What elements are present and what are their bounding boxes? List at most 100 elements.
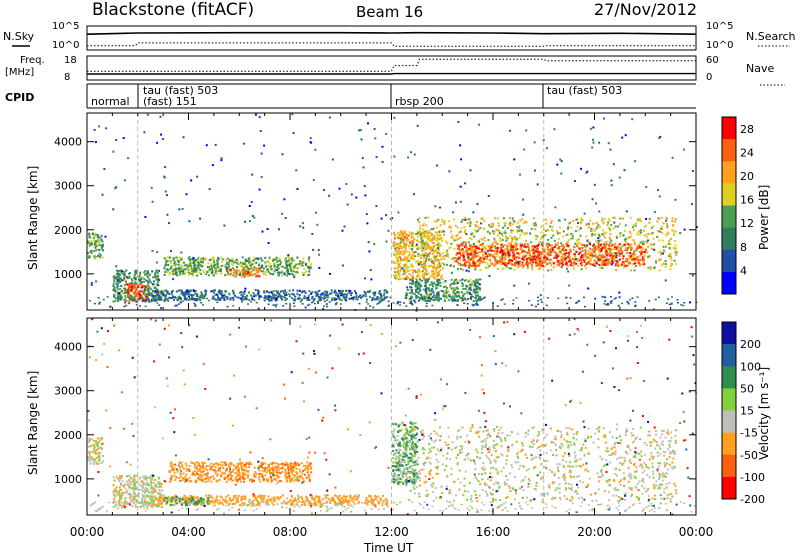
data-cell (492, 253, 495, 256)
near-range-cell (535, 305, 537, 308)
data-cell (541, 245, 544, 248)
data-cell (284, 299, 287, 302)
data-cell (537, 255, 540, 258)
near-range-cell (304, 296, 307, 298)
data-cell (405, 267, 408, 270)
data-cell (208, 259, 211, 261)
data-cell (228, 258, 231, 261)
data-cell (248, 263, 251, 265)
data-cell (351, 297, 354, 299)
data-cell (261, 259, 264, 262)
near-range-cell (648, 300, 651, 302)
near-range-cell (333, 297, 336, 299)
data-cell (395, 252, 398, 255)
data-cell (539, 261, 542, 264)
data-cell (435, 267, 438, 270)
noise-cell (93, 128, 96, 131)
noise-cell (288, 273, 291, 275)
data-cell (553, 256, 556, 259)
near-range-cell (461, 299, 464, 302)
data-cell (317, 293, 320, 296)
data-cell (524, 243, 526, 246)
data-cell (425, 259, 427, 262)
data-cell (409, 241, 411, 244)
data-cell (610, 256, 612, 259)
data-cell (278, 259, 281, 262)
data-cell (135, 271, 138, 274)
data-cell (476, 247, 478, 250)
data-cell (251, 298, 254, 301)
data-cell (444, 285, 447, 288)
data-cell (603, 256, 606, 259)
data-cell (123, 274, 126, 277)
noise-cell (90, 283, 93, 286)
data-cell (225, 269, 228, 272)
data-cell (90, 251, 93, 254)
data-cell (293, 274, 296, 277)
data-cell (258, 264, 260, 267)
data-cell (581, 249, 584, 252)
data-cell (115, 269, 118, 272)
data-cell (203, 297, 206, 299)
data-cell (156, 481, 159, 484)
data-cell (489, 249, 492, 252)
data-cell (92, 463, 95, 466)
data-cell (181, 272, 184, 275)
data-cell (467, 298, 469, 301)
data-cell (493, 240, 496, 243)
data-cell (436, 280, 439, 283)
data-cell (447, 256, 450, 259)
data-cell (478, 258, 481, 261)
data-cell (135, 298, 138, 301)
data-cell (601, 255, 604, 258)
data-cell (650, 232, 653, 235)
data-cell (327, 296, 330, 299)
data-cell (621, 250, 624, 253)
data-cell (133, 498, 135, 501)
data-cell (622, 244, 625, 247)
noise-panel (86, 25, 697, 51)
data-cell (293, 266, 296, 269)
data-cell (247, 257, 250, 260)
data-cell (486, 255, 489, 258)
noise-cell (525, 129, 528, 132)
data-cell (292, 270, 295, 273)
data-cell (462, 298, 465, 301)
data-cell (535, 238, 538, 241)
data-cell (666, 231, 669, 234)
data-cell (273, 265, 276, 268)
data-cell (635, 248, 638, 251)
data-cell (250, 270, 253, 273)
data-cell (193, 264, 196, 267)
data-cell (475, 225, 478, 228)
near-range-cell (194, 305, 197, 307)
data-cell (544, 256, 547, 259)
data-cell (621, 263, 623, 266)
noise-cell (172, 278, 174, 281)
data-cell (555, 252, 558, 255)
data-cell (146, 274, 149, 277)
data-cell (674, 218, 677, 221)
data-cell (92, 232, 94, 235)
data-cell (602, 222, 605, 225)
data-cell (422, 257, 425, 260)
data-cell (151, 270, 154, 273)
noise-cell (437, 247, 440, 250)
data-cell (438, 278, 441, 281)
noise-cell (560, 160, 563, 163)
data-cell (658, 259, 661, 262)
data-cell (382, 294, 385, 297)
near-range-cell (428, 300, 431, 303)
data-cell (294, 267, 297, 270)
data-cell (125, 480, 128, 483)
data-cell (465, 250, 468, 253)
data-cell (419, 278, 421, 281)
data-cell (567, 226, 570, 229)
data-cell (601, 263, 604, 266)
data-cell (448, 294, 451, 296)
data-cell (172, 264, 175, 266)
data-cell (431, 228, 434, 231)
data-cell (642, 240, 645, 243)
data-cell (187, 270, 190, 273)
data-cell (241, 267, 244, 270)
